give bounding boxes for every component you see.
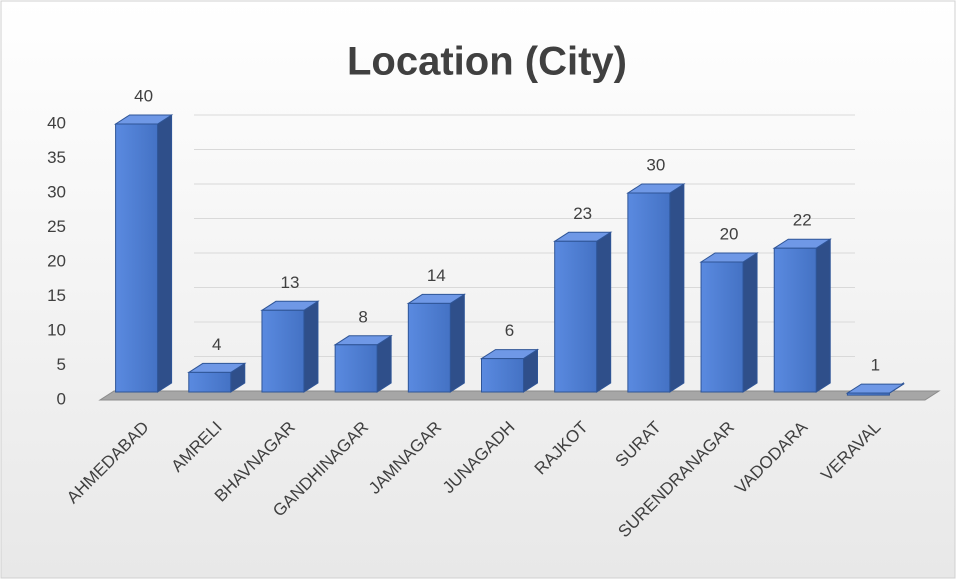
- y-tick-label: 5: [57, 355, 66, 374]
- value-label: 40: [134, 86, 153, 105]
- chart-title: Location (City): [347, 40, 627, 84]
- value-label: 22: [793, 211, 812, 230]
- y-tick-label: 35: [47, 148, 66, 167]
- bar-side: [596, 231, 612, 393]
- y-tick-label: 15: [47, 286, 66, 305]
- bar-front: [407, 302, 451, 393]
- bar-side: [449, 293, 465, 393]
- value-label: 8: [358, 307, 367, 326]
- y-tick-label: 0: [57, 389, 66, 408]
- bar-side: [742, 252, 758, 393]
- value-label: 20: [720, 224, 739, 243]
- y-tick-label: 20: [47, 251, 66, 270]
- bar-front: [115, 123, 159, 393]
- y-tick-label: 25: [47, 217, 66, 236]
- value-label: 30: [646, 155, 665, 174]
- bar: [552, 231, 613, 393]
- bar: [699, 252, 759, 393]
- bar-side: [303, 300, 319, 393]
- y-tick-label: 10: [47, 320, 66, 339]
- bar-front: [554, 240, 598, 393]
- bar-front: [334, 344, 378, 393]
- bar-side: [157, 114, 173, 393]
- bar-front: [846, 392, 890, 396]
- bar: [113, 114, 174, 393]
- value-label: 1: [871, 356, 880, 375]
- value-label: 4: [212, 335, 221, 354]
- bar-side: [669, 183, 685, 393]
- y-tick-label: 30: [47, 182, 66, 201]
- bar-front: [627, 192, 671, 393]
- value-label: 14: [427, 266, 446, 285]
- bar: [772, 238, 832, 393]
- bar: [333, 334, 393, 393]
- bar: [479, 348, 540, 393]
- y-tick-label: 40: [47, 113, 66, 132]
- bar: [406, 293, 467, 393]
- value-label: 6: [505, 321, 514, 340]
- bar: [187, 362, 247, 393]
- bar-front: [261, 309, 305, 393]
- value-label: 13: [280, 273, 299, 292]
- bar-front: [773, 247, 817, 393]
- bar: [845, 382, 906, 396]
- bar-front: [700, 261, 744, 393]
- bar-front: [481, 358, 524, 393]
- floor: [98, 390, 941, 401]
- bar-side: [376, 334, 392, 393]
- bar: [260, 300, 320, 393]
- value-label: 23: [573, 204, 592, 223]
- bar-front: [188, 371, 232, 393]
- bar: [626, 183, 686, 393]
- bar-side: [815, 238, 831, 393]
